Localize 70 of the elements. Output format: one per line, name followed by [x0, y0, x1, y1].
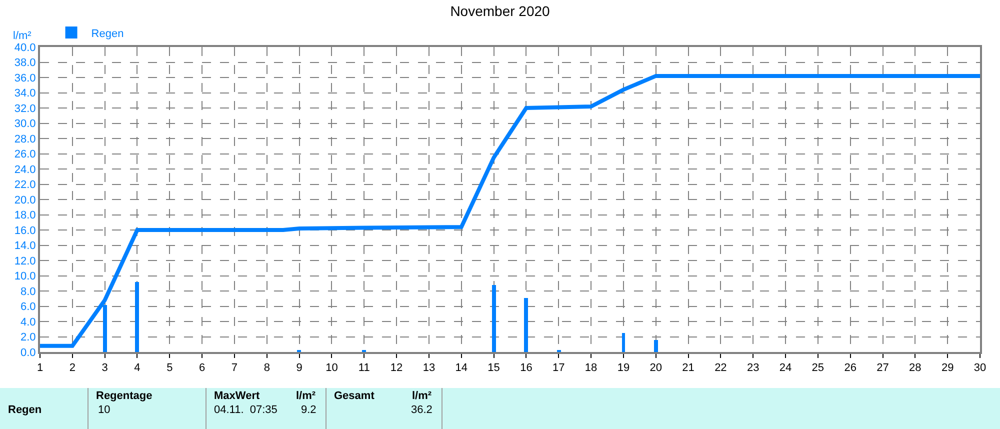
x-tick-label: 10	[326, 362, 338, 374]
x-tick-label: 19	[617, 362, 630, 374]
y-tick-label: 40.0	[14, 42, 36, 54]
y-tick-label: 38.0	[14, 57, 36, 70]
y-tick-label: 30.0	[14, 118, 36, 130]
y-tick-label: 6.0	[20, 301, 36, 314]
bar	[524, 298, 528, 352]
bar	[654, 340, 658, 352]
x-tick-label: 29	[941, 362, 954, 374]
x-tick-label: 7	[231, 362, 238, 374]
y-tick-label: 26.0	[14, 148, 36, 161]
x-tick-label: 23	[746, 362, 760, 374]
text: MaxWert	[214, 390, 260, 402]
x-tick-label: 16	[520, 362, 532, 374]
y-axis-title: l/m²	[13, 30, 32, 42]
text: l/m²	[296, 390, 316, 402]
y-tick-label: 28.0	[14, 133, 36, 146]
x-tick-label: 18	[584, 362, 598, 374]
y-tick-label: 12.0	[14, 255, 36, 268]
x-tick-label: 4	[134, 362, 140, 374]
legend-label: Regen	[91, 28, 124, 40]
bar	[135, 282, 139, 352]
y-tick-label: 32.0	[14, 102, 36, 115]
x-tick-label: 6	[199, 362, 206, 374]
y-tick-label: 24.0	[14, 164, 36, 176]
x-tick-label: 5	[166, 362, 173, 374]
text: Regen	[8, 404, 42, 416]
bar	[492, 285, 496, 352]
x-tick-label: 12	[390, 362, 403, 374]
line-series	[40, 74, 980, 348]
x-tick-label: 26	[844, 362, 856, 374]
x-tick-label: 3	[102, 362, 108, 374]
x-tick-label: 28	[909, 362, 922, 374]
y-tick-label: 14.0	[14, 240, 36, 252]
text: Gesamt	[334, 390, 375, 402]
x-tick-label: 13	[422, 362, 436, 374]
text: l/m²	[412, 390, 432, 402]
text: 04.11. 07:35	[214, 404, 278, 416]
x-tick-label: 27	[876, 362, 889, 374]
x-tick-label: 8	[264, 362, 270, 374]
y-tick-label: 16.0	[14, 224, 36, 237]
x-tick-label: 15	[488, 362, 500, 374]
y-tick-label: 8.0	[20, 286, 36, 298]
y-tick-label: 4.0	[20, 316, 36, 328]
x-tick-label: 9	[296, 362, 302, 374]
text: 9.2	[301, 404, 316, 416]
x-tick-label: 14	[455, 362, 468, 374]
text: 36.2	[411, 404, 432, 416]
y-tick-label: 20.0	[14, 194, 36, 206]
x-tick-label: 24	[779, 362, 792, 374]
x-tick-label: 2	[69, 362, 76, 374]
x-tick-label: 20	[650, 362, 662, 374]
y-tick-label: 36.0	[14, 72, 36, 84]
y-tick-label: 0.0	[20, 346, 36, 359]
x-tick-label: 22	[714, 362, 727, 374]
y-tick-label: 10.0	[14, 270, 36, 283]
chart-title: November 2020	[450, 3, 550, 20]
x-tick-label: 21	[682, 362, 694, 374]
bar	[622, 333, 625, 352]
y-tick-label: 34.0	[14, 88, 36, 100]
text: 10	[98, 404, 110, 416]
y-tick-label: 2.0	[20, 332, 36, 344]
y-tick-label: 18.0	[14, 210, 36, 222]
x-tick-label: 1	[36, 362, 44, 374]
x-tick-label: 30	[974, 362, 986, 374]
x-tick-label: 17	[552, 362, 565, 374]
text: Regentage	[96, 390, 152, 402]
y-tick-label: 22.0	[14, 179, 36, 192]
x-tick-label: 11	[358, 362, 370, 374]
x-tick-label: 25	[812, 362, 824, 374]
